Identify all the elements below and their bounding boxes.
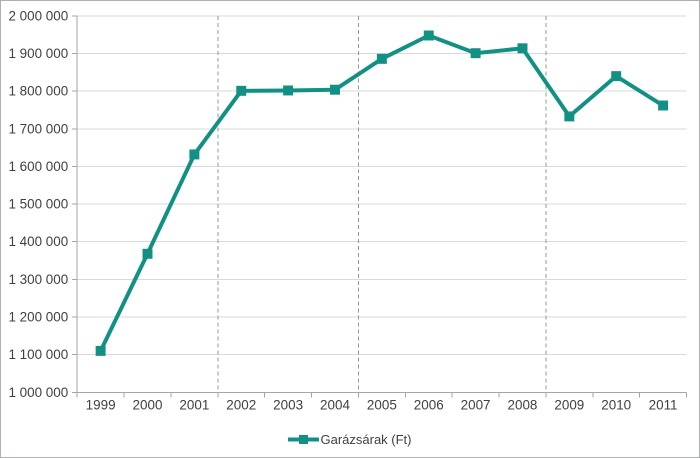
data-point-marker — [564, 111, 575, 122]
y-tick-label: 1 300 000 — [8, 272, 68, 287]
y-tick-label: 2 000 000 — [8, 8, 68, 23]
y-tick-label: 1 200 000 — [8, 309, 68, 324]
x-tick-label: 2011 — [649, 398, 678, 413]
y-tick-label: 1 900 000 — [8, 46, 68, 61]
data-point-marker — [658, 100, 669, 111]
x-tick-label: 2004 — [320, 398, 350, 413]
data-point-marker — [517, 43, 528, 54]
x-tick-label: 2003 — [273, 398, 303, 413]
data-point-marker — [330, 84, 340, 95]
legend-line-marker-icon — [288, 434, 320, 444]
legend: Garázsárak (Ft) — [1, 430, 699, 448]
data-point-marker — [470, 48, 481, 59]
data-point-marker — [283, 85, 294, 96]
data-point-marker — [611, 71, 622, 82]
y-tick-label: 1 600 000 — [8, 159, 68, 174]
y-tick-label: 1 000 000 — [8, 385, 68, 400]
data-point-marker — [189, 149, 200, 160]
y-tick-label: 1 400 000 — [8, 234, 68, 249]
x-tick-label: 1999 — [86, 398, 116, 413]
data-point-marker — [142, 248, 153, 259]
data-point-marker — [376, 53, 387, 64]
x-tick-label: 2000 — [133, 398, 163, 413]
x-tick-label: 2010 — [601, 398, 631, 413]
x-tick-label: 2001 — [179, 398, 209, 413]
x-tick-label: 2002 — [226, 398, 256, 413]
data-point-marker — [423, 30, 434, 41]
series-line — [98, 33, 665, 352]
x-tick-label: 2005 — [367, 398, 397, 413]
data-point-marker — [236, 85, 247, 96]
x-tick-label: 2006 — [414, 398, 444, 413]
y-tick-label: 1 800 000 — [8, 84, 68, 99]
y-tick-label: 1 500 000 — [8, 197, 68, 212]
y-tick-label: 1 100 000 — [8, 347, 68, 362]
data-point-marker — [95, 345, 106, 356]
y-tick-label: 1 700 000 — [8, 121, 68, 136]
x-tick-label: 2007 — [461, 398, 491, 413]
x-tick-label: 2008 — [508, 398, 538, 413]
x-tick-label: 2009 — [554, 398, 584, 413]
legend-label: Garázsárak (Ft) — [320, 431, 412, 447]
